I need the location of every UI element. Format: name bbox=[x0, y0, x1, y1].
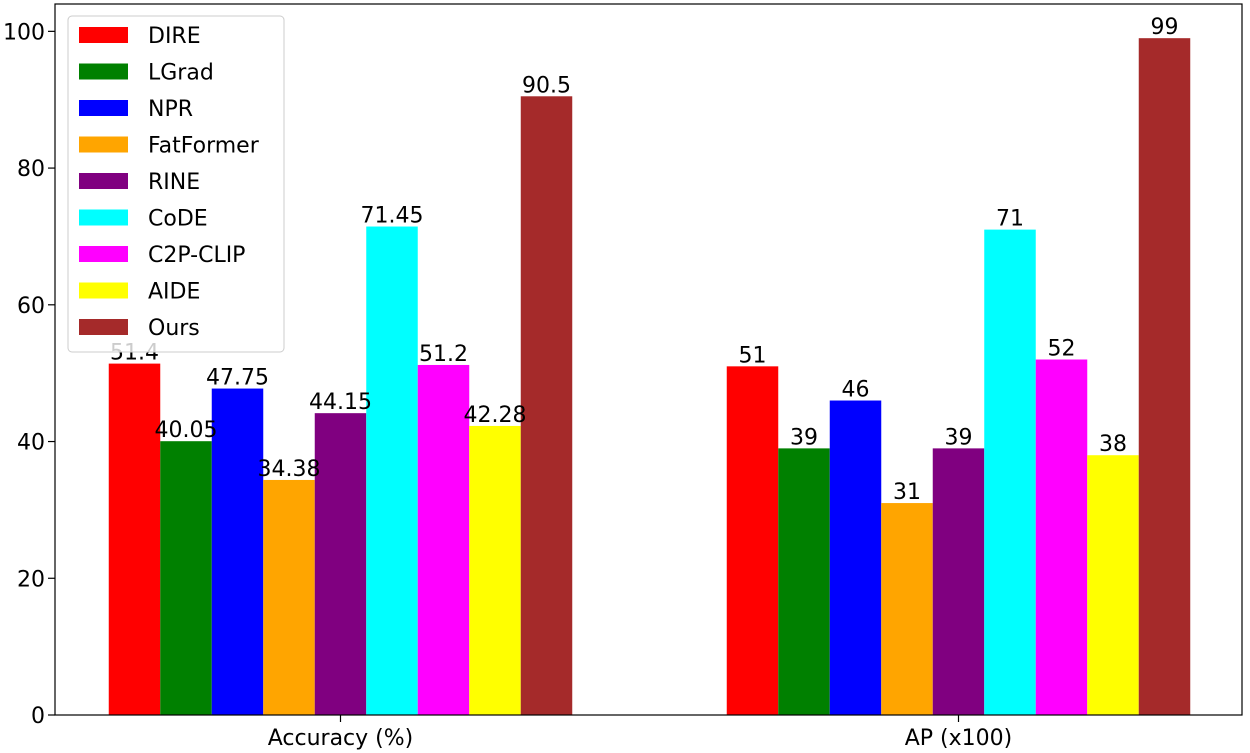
bar-code-1 bbox=[984, 229, 1036, 715]
x-axis: Accuracy (%) AP (x100) bbox=[268, 715, 1013, 751]
bar-npr-1 bbox=[829, 400, 882, 715]
bar-label-npr-0: 47.75 bbox=[206, 366, 269, 391]
legend-swatch-dire bbox=[79, 27, 128, 43]
bar-c2p-clip-1 bbox=[1035, 359, 1088, 715]
bar-label-npr-1: 46 bbox=[842, 378, 870, 403]
bar-label-code-1: 71 bbox=[996, 207, 1024, 232]
plot-frame bbox=[54, 3, 1243, 716]
bar-lgrad-0 bbox=[160, 441, 212, 715]
y-tick-label: 60 bbox=[17, 294, 45, 319]
legend-label-npr: NPR bbox=[148, 97, 193, 122]
y-tick-label: 0 bbox=[31, 704, 45, 729]
bar-ours-0 bbox=[520, 96, 573, 715]
legend-swatch-lgrad bbox=[79, 63, 128, 80]
bar-label-ours-1: 99 bbox=[1151, 15, 1179, 40]
bar-dire-0 bbox=[108, 363, 161, 715]
legend-label-code: CoDE bbox=[148, 207, 208, 232]
legend-swatch-fatformer bbox=[79, 136, 128, 153]
bar-label-aide-0: 42.28 bbox=[464, 403, 527, 428]
y-axis: 0 20 40 60 80 100 bbox=[3, 20, 55, 729]
legend-label-aide: AIDE bbox=[148, 280, 200, 305]
legend-label-ours: Ours bbox=[148, 316, 200, 341]
bar-label-lgrad-0: 40.05 bbox=[155, 418, 218, 443]
x-tick-label: AP (x100) bbox=[905, 726, 1013, 751]
bar-label-fatformer-1: 31 bbox=[893, 480, 921, 505]
bar-label-fatformer-0: 34.38 bbox=[258, 457, 321, 482]
legend: DIRE LGrad NPR FatFormer RINE CoDE C2P-CLIP AID… bbox=[67, 15, 285, 353]
bar-npr-0 bbox=[211, 388, 264, 715]
legend-swatch-rine bbox=[79, 173, 128, 189]
bars-group bbox=[108, 38, 1191, 716]
bar-rine-1 bbox=[932, 448, 985, 715]
bar-fatformer-0 bbox=[263, 479, 315, 715]
bar-label-aide-1: 38 bbox=[1099, 432, 1127, 457]
bar-aide-0 bbox=[469, 425, 521, 715]
legend-swatch-aide bbox=[79, 282, 128, 299]
y-tick-label: 100 bbox=[3, 20, 45, 45]
bar-rine-0 bbox=[314, 413, 367, 715]
bar-label-ours-0: 90.5 bbox=[522, 73, 571, 98]
legend-label-lgrad: LGrad bbox=[148, 61, 214, 86]
y-tick-label: 40 bbox=[17, 431, 45, 456]
bar-label-c2p-clip-0: 51.2 bbox=[419, 342, 468, 367]
legend-swatch-npr bbox=[79, 100, 128, 116]
legend-label-c2p-clip: C2P-CLIP bbox=[148, 243, 245, 268]
bar-label-lgrad-1: 39 bbox=[790, 425, 818, 450]
bar-fatformer-1 bbox=[881, 503, 933, 715]
legend-label-fatformer: FatFormer bbox=[148, 134, 260, 159]
legend-swatch-code bbox=[79, 209, 128, 226]
legend-label-dire: DIRE bbox=[148, 24, 201, 49]
bar-dire-1 bbox=[726, 366, 779, 715]
y-tick-label: 20 bbox=[17, 567, 45, 592]
legend-swatch-c2p-clip bbox=[79, 246, 128, 262]
legend-label-rine: RINE bbox=[148, 170, 200, 195]
bar-lgrad-1 bbox=[778, 448, 830, 715]
bar-label-c2p-clip-1: 52 bbox=[1048, 337, 1076, 362]
bar-code-0 bbox=[366, 226, 418, 715]
bar-aide-1 bbox=[1087, 455, 1139, 715]
bar-c2p-clip-0 bbox=[417, 364, 470, 715]
bar-ours-1 bbox=[1138, 38, 1191, 716]
legend-swatch-ours bbox=[79, 319, 128, 335]
bar-label-dire-1: 51 bbox=[739, 343, 767, 368]
y-tick-label: 80 bbox=[17, 157, 45, 182]
bar-label-rine-1: 39 bbox=[945, 425, 973, 450]
bar-label-code-0: 71.45 bbox=[361, 204, 424, 229]
x-tick-label: Accuracy (%) bbox=[268, 726, 414, 751]
bar-label-rine-0: 44.15 bbox=[309, 390, 372, 415]
